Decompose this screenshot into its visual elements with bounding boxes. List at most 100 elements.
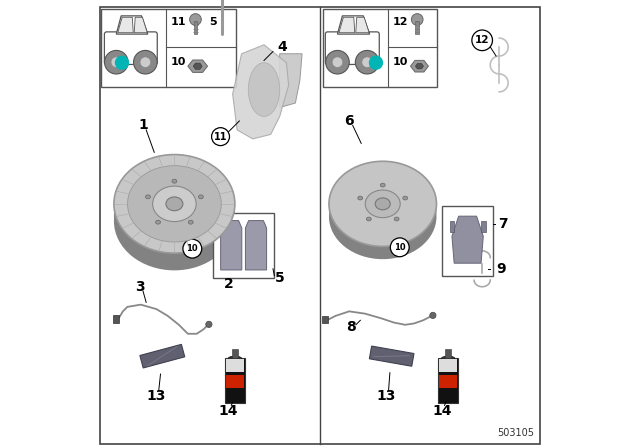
Circle shape xyxy=(355,51,379,74)
Text: 6: 6 xyxy=(344,114,354,128)
Ellipse shape xyxy=(198,195,204,199)
Text: 2: 2 xyxy=(224,277,234,292)
Circle shape xyxy=(111,57,122,68)
Text: 4: 4 xyxy=(277,40,287,54)
Ellipse shape xyxy=(152,186,196,222)
Ellipse shape xyxy=(114,172,235,270)
Ellipse shape xyxy=(188,220,193,224)
Circle shape xyxy=(390,238,409,257)
Text: 7: 7 xyxy=(498,217,508,231)
Text: 13: 13 xyxy=(147,389,166,404)
Ellipse shape xyxy=(248,63,280,116)
Circle shape xyxy=(134,51,157,74)
Text: 10: 10 xyxy=(394,243,406,252)
Circle shape xyxy=(362,57,372,68)
Text: 5: 5 xyxy=(275,271,285,285)
Circle shape xyxy=(189,13,202,26)
FancyBboxPatch shape xyxy=(325,32,380,65)
Ellipse shape xyxy=(172,179,177,183)
Text: 3: 3 xyxy=(134,280,144,294)
Text: 503105: 503105 xyxy=(497,428,534,438)
Bar xyxy=(101,9,236,87)
Ellipse shape xyxy=(156,220,161,224)
Circle shape xyxy=(412,13,423,26)
Bar xyxy=(232,349,238,358)
Bar xyxy=(213,213,274,278)
Text: 12: 12 xyxy=(475,35,490,45)
Bar xyxy=(445,349,451,358)
Ellipse shape xyxy=(114,166,235,265)
Polygon shape xyxy=(337,16,370,34)
Polygon shape xyxy=(356,17,369,33)
Polygon shape xyxy=(415,21,419,34)
Polygon shape xyxy=(233,45,289,139)
Circle shape xyxy=(183,239,202,258)
Polygon shape xyxy=(410,60,428,72)
Bar xyxy=(450,220,454,232)
Text: 8: 8 xyxy=(346,320,356,334)
Polygon shape xyxy=(140,345,185,368)
Circle shape xyxy=(332,57,343,68)
FancyBboxPatch shape xyxy=(104,32,157,65)
Circle shape xyxy=(140,57,150,68)
Bar xyxy=(226,375,244,388)
Text: 11: 11 xyxy=(171,17,186,26)
Text: 10: 10 xyxy=(186,244,198,253)
Ellipse shape xyxy=(329,168,436,253)
Circle shape xyxy=(430,312,436,319)
Ellipse shape xyxy=(114,155,235,253)
Ellipse shape xyxy=(145,195,150,199)
Ellipse shape xyxy=(228,356,242,361)
Bar xyxy=(323,316,328,323)
Text: 9: 9 xyxy=(497,262,506,276)
Ellipse shape xyxy=(365,190,400,218)
Ellipse shape xyxy=(380,183,385,187)
Ellipse shape xyxy=(375,198,390,210)
Text: 5: 5 xyxy=(209,17,216,26)
Polygon shape xyxy=(134,17,147,33)
Text: 14: 14 xyxy=(219,404,238,418)
Ellipse shape xyxy=(394,217,399,221)
Circle shape xyxy=(472,30,493,51)
Text: 1: 1 xyxy=(138,118,148,133)
Bar xyxy=(323,9,437,87)
Circle shape xyxy=(326,51,349,74)
Text: 13: 13 xyxy=(376,389,396,404)
Polygon shape xyxy=(116,16,148,34)
Ellipse shape xyxy=(403,196,408,200)
Polygon shape xyxy=(415,64,424,69)
Ellipse shape xyxy=(329,174,436,259)
Circle shape xyxy=(104,51,128,74)
Bar xyxy=(442,206,493,276)
Polygon shape xyxy=(245,220,267,270)
Polygon shape xyxy=(118,17,133,33)
Bar xyxy=(225,358,244,403)
Polygon shape xyxy=(221,220,242,270)
Circle shape xyxy=(212,128,230,146)
Ellipse shape xyxy=(329,161,436,246)
Circle shape xyxy=(369,56,383,70)
Ellipse shape xyxy=(114,155,235,253)
Text: 11: 11 xyxy=(214,132,227,142)
Ellipse shape xyxy=(166,197,183,211)
Ellipse shape xyxy=(127,166,221,242)
Bar xyxy=(226,359,244,372)
Circle shape xyxy=(115,56,129,70)
Polygon shape xyxy=(369,346,414,366)
Ellipse shape xyxy=(114,160,235,259)
Ellipse shape xyxy=(442,356,455,361)
Ellipse shape xyxy=(366,217,371,221)
Polygon shape xyxy=(194,21,197,34)
Bar xyxy=(439,359,457,372)
Text: 12: 12 xyxy=(392,17,408,26)
Bar xyxy=(113,315,119,323)
Polygon shape xyxy=(452,216,483,263)
Text: 10: 10 xyxy=(171,57,186,67)
Text: 14: 14 xyxy=(432,404,452,418)
Ellipse shape xyxy=(358,196,363,200)
Circle shape xyxy=(206,321,212,327)
Polygon shape xyxy=(280,54,302,108)
Polygon shape xyxy=(193,63,202,69)
Polygon shape xyxy=(339,17,355,33)
Ellipse shape xyxy=(329,161,436,246)
